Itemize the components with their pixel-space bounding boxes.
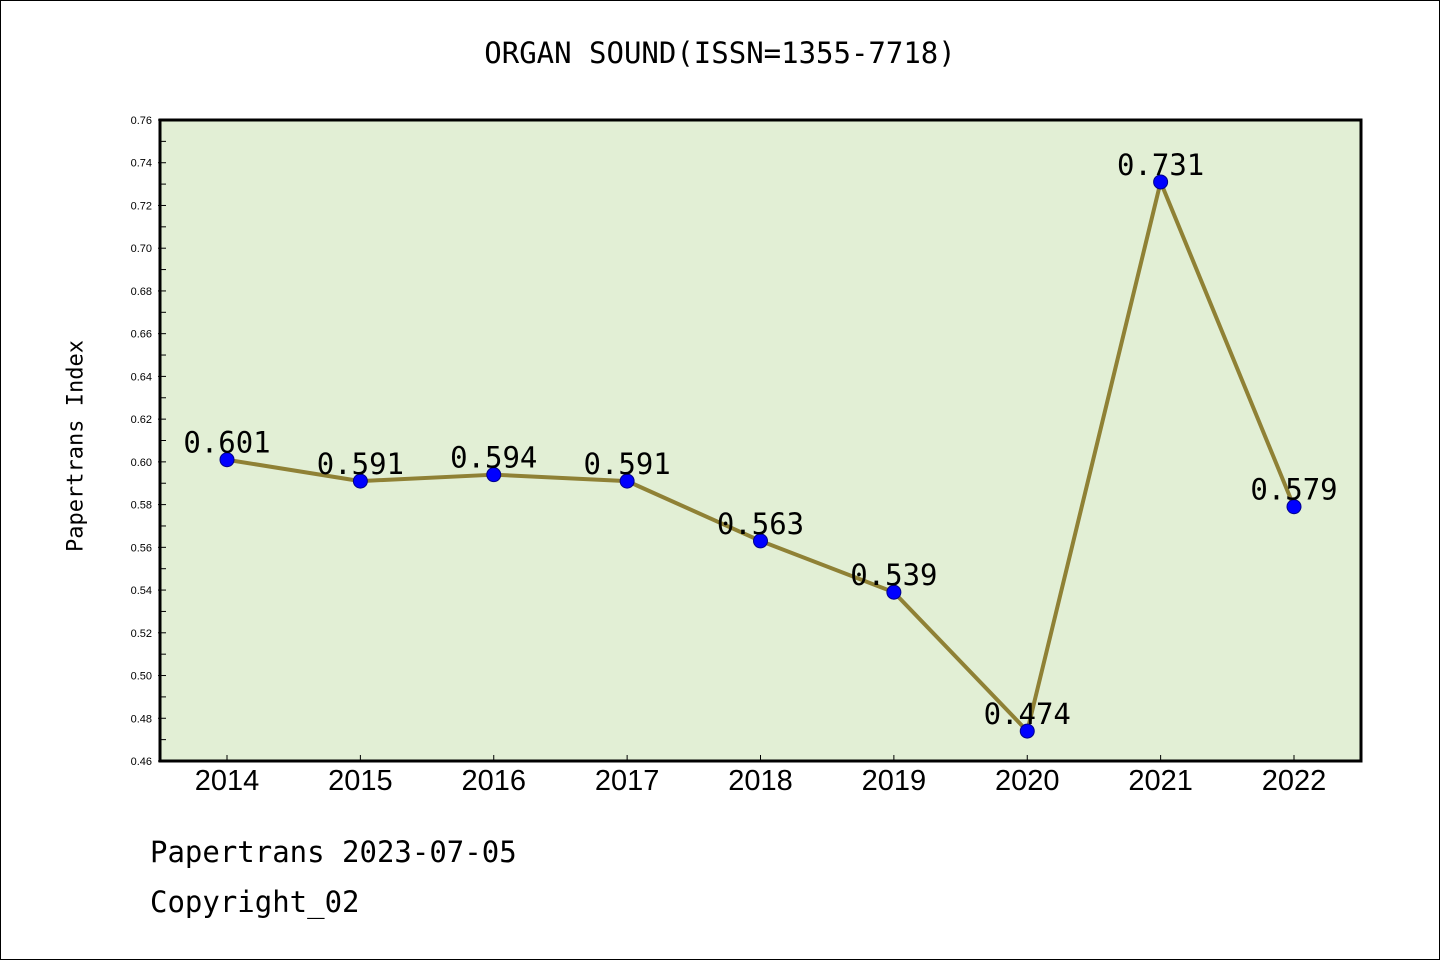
x-tick-label: 2017 — [595, 765, 660, 797]
data-label: 0.731 — [1117, 148, 1204, 182]
footer-date: Papertrans 2023-07-05 — [150, 835, 517, 869]
x-tick-label: 2014 — [195, 765, 260, 797]
y-axis-ticks: 0.46 0.48 0.50 0.52 0.54 0.56 0.58 0.60 0.62 0.64… — [131, 115, 166, 768]
y-tick-label: 0.52 — [131, 628, 152, 640]
data-label: 0.591 — [583, 447, 670, 481]
y-tick-label: 0.54 — [131, 585, 152, 597]
y-tick-label: 0.58 — [131, 500, 152, 512]
data-point — [619, 473, 635, 489]
data-labels: 0.601 0.591 0.594 0.591 0.563 0.539 0.474 0.731… — [183, 148, 1337, 731]
footer-copyright: Copyright_02 — [150, 885, 360, 919]
x-tick-label: 2016 — [461, 765, 526, 797]
data-point — [1153, 174, 1169, 190]
y-tick-label: 0.56 — [131, 542, 152, 554]
data-point — [753, 533, 768, 549]
y-tick-label: 0.70 — [131, 243, 152, 255]
data-points — [219, 174, 1302, 739]
x-axis-ticks: 2014 2015 2016 2017 2018 2019 2020 2021 2022 — [195, 755, 1327, 797]
x-tick-label: 2021 — [1128, 765, 1193, 797]
y-tick-label: 0.66 — [131, 329, 152, 341]
y-tick-label: 0.68 — [131, 286, 152, 298]
chart-title: ORGAN SOUND(ISSN=1355-7718) — [484, 36, 956, 70]
y-tick-label: 0.64 — [131, 371, 152, 383]
y-tick-label: 0.74 — [131, 158, 152, 170]
data-point — [1286, 499, 1302, 515]
data-label: 0.563 — [717, 507, 804, 541]
y-tick-label: 0.72 — [131, 200, 152, 212]
data-label: 0.601 — [183, 426, 270, 460]
data-point — [486, 467, 502, 483]
data-label: 0.539 — [850, 558, 937, 592]
data-label: 0.474 — [984, 697, 1071, 731]
y-tick-label: 0.48 — [131, 713, 152, 725]
x-tick-label: 2018 — [728, 765, 793, 797]
data-label: 0.579 — [1250, 473, 1337, 507]
data-point — [219, 452, 235, 468]
x-tick-label: 2019 — [862, 765, 927, 797]
x-tick-label: 2015 — [328, 765, 393, 797]
y-tick-label: 0.62 — [131, 414, 152, 426]
y-tick-label: 0.46 — [131, 756, 152, 768]
x-tick-label: 2020 — [995, 765, 1060, 797]
data-point — [352, 473, 368, 489]
y-tick-label: 0.60 — [131, 457, 152, 469]
data-point — [886, 584, 902, 600]
y-tick-label: 0.76 — [131, 115, 152, 127]
x-tick-label: 2022 — [1262, 765, 1327, 797]
plot-area — [158, 118, 1363, 763]
data-label: 0.594 — [450, 441, 537, 475]
data-label: 0.591 — [317, 447, 404, 481]
data-point — [1019, 723, 1035, 739]
y-tick-label: 0.50 — [131, 671, 152, 683]
